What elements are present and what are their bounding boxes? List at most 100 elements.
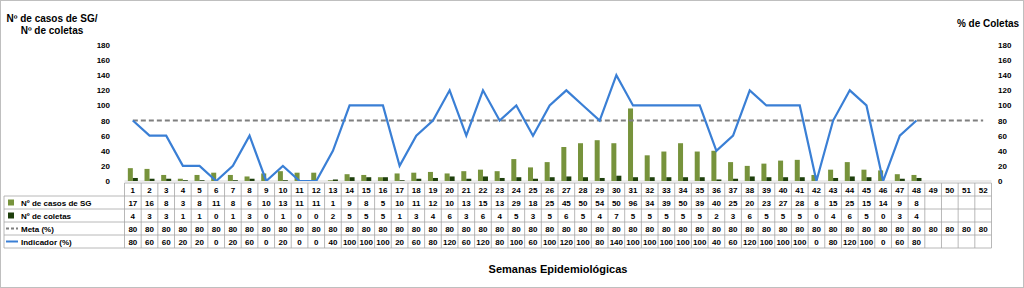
table-value: 29 [512,199,521,208]
table-value: 23 [762,199,771,208]
x-tick-label: 30 [612,186,621,195]
table-value: 10 [262,199,271,208]
table-value: 60 [462,238,471,247]
table-line [624,183,625,248]
y-tick [112,105,115,106]
table-value: 11 [412,199,421,208]
bar [345,174,350,181]
table-value: 80 [695,225,704,234]
table-value: 0 [264,238,269,247]
table-value: 40 [712,238,721,247]
table-value: 80 [912,238,921,247]
table-value: 6 [848,212,853,221]
y-tick-label: 20 [101,162,110,171]
table-value: 5 [347,212,352,221]
y2-tick [994,60,996,61]
table-line [474,183,475,248]
bar [350,177,355,181]
table-value: 7 [614,212,619,221]
bar [416,179,421,181]
x-tick-label: 45 [862,186,871,195]
table-value: 50 [612,199,621,208]
table-value: 80 [729,225,738,234]
x-tick-label: 43 [829,186,838,195]
table-value: 0 [264,212,269,221]
table-value: 5 [381,212,386,221]
bar [245,176,250,181]
legend-swatch [6,228,18,230]
table-value: 20 [278,238,287,247]
table-line [774,183,775,248]
table-value: 80 [612,225,621,234]
bar [528,167,533,181]
y-tick-label: 0 [106,177,111,186]
table-value: 100 [793,238,807,247]
y2-tick-label: 180 [998,41,1012,50]
table-value: 80 [295,225,304,234]
table-value: 4 [831,212,836,221]
bar [133,178,138,181]
table-value: 3 [414,212,419,221]
table-value: 9 [347,199,352,208]
table-value: 100 [776,238,790,247]
y2-tick-label: 40 [998,147,1007,156]
table-value: 80 [929,225,938,234]
bar [233,180,238,181]
bar [578,143,583,181]
y2-tick [994,45,996,46]
table-value: 80 [745,225,754,234]
bar [828,170,833,181]
bar [150,179,155,181]
bar [616,176,621,181]
table-value: 45 [562,199,571,208]
y-tick-label: 80 [101,117,110,126]
table-value: 100 [343,238,357,247]
x-tick-label: 5 [197,186,202,195]
bar [645,155,650,181]
table-value: 80 [979,225,988,234]
bar [166,179,171,181]
y-tick [112,165,115,166]
table-line [724,183,725,248]
y2-tick [994,165,996,166]
table-value: 5 [864,212,869,221]
y-tick [112,120,115,121]
y2-tick-label: 0 [998,177,1003,186]
table-value: 5 [364,212,369,221]
table-value: 6 [564,212,569,221]
table-value: 39 [662,199,671,208]
table-line [341,183,342,248]
table-line [207,183,208,248]
bar [628,108,633,181]
x-tick-label: 32 [645,186,654,195]
table-value: 80 [495,225,504,234]
table-value: 80 [545,225,554,234]
x-tick-label: 15 [362,186,371,195]
legend-label: Indicador (%) [21,238,72,247]
table-value: 4 [431,212,436,221]
bar [650,177,655,181]
table-value: 80 [912,225,921,234]
legend-label: Nº de casos de SG [21,199,92,208]
table-line [908,183,909,248]
table-line [457,183,458,248]
bar [916,178,921,181]
bar [716,179,721,181]
table-line [157,183,158,248]
table-value: 1 [181,212,186,221]
table-value: 60 [162,238,171,247]
bar [845,162,850,181]
y2-tick-label: 20 [998,162,1007,171]
table-line [374,183,375,248]
table-value: 80 [278,225,287,234]
table-value: 5 [514,212,519,221]
table-value: 5 [547,212,552,221]
table-value: 40 [712,199,721,208]
table-value: 5 [764,212,769,221]
table-line [4,222,992,223]
table-line [4,209,992,210]
bar [450,176,455,181]
table-line [274,183,275,248]
table-value: 4 [914,212,919,221]
bar [678,143,683,181]
